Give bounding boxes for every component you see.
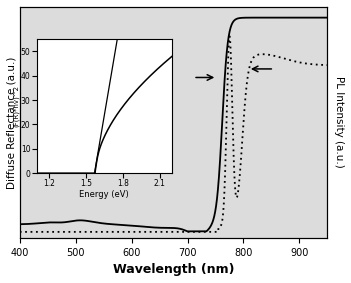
X-axis label: Wavelength (nm): Wavelength (nm) [113,263,234,276]
Y-axis label: PL Intensity (a.u.): PL Intensity (a.u.) [334,76,344,168]
Y-axis label: Diffuse Reflectance (a.u.): Diffuse Reflectance (a.u.) [7,56,17,188]
